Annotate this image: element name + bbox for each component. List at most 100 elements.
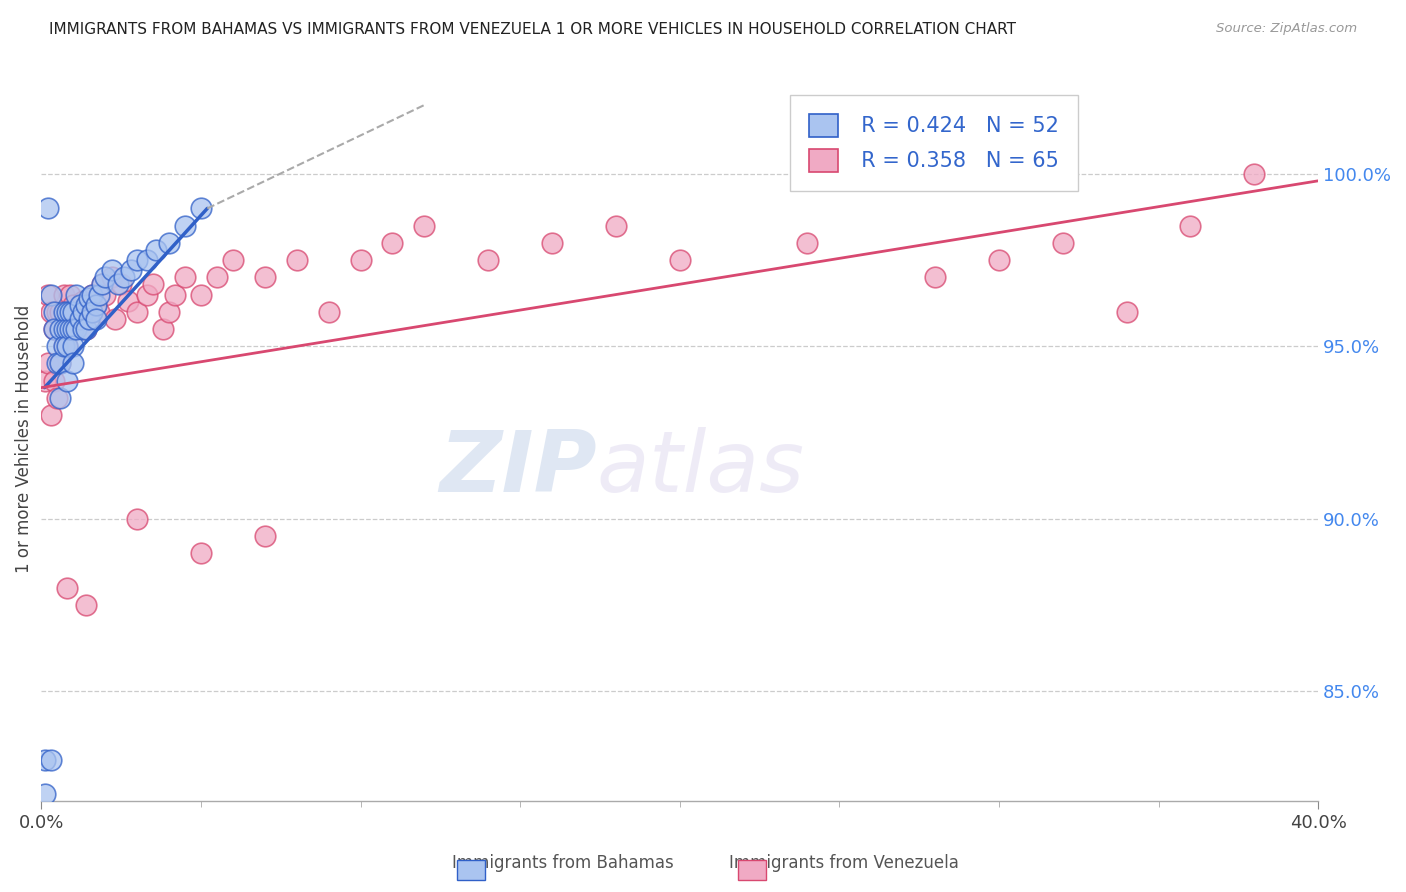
Point — [157, 235, 180, 250]
Point — [59, 322, 82, 336]
Point — [49, 322, 72, 336]
Point — [75, 322, 97, 336]
Point — [39, 305, 62, 319]
Point — [94, 287, 117, 301]
Point — [42, 322, 65, 336]
Point — [87, 287, 110, 301]
Point — [69, 311, 91, 326]
Point — [84, 298, 107, 312]
Point — [49, 357, 72, 371]
Point — [413, 219, 436, 233]
Point — [174, 270, 197, 285]
Point — [381, 235, 404, 250]
Text: atlas: atlas — [596, 426, 804, 509]
Point — [56, 581, 79, 595]
Point — [318, 305, 340, 319]
Point — [46, 305, 69, 319]
Point — [59, 305, 82, 319]
Point — [84, 298, 107, 312]
Point — [52, 305, 75, 319]
Point — [127, 305, 149, 319]
Point — [82, 305, 104, 319]
Point — [75, 322, 97, 336]
Point — [49, 305, 72, 319]
Point — [987, 253, 1010, 268]
Point — [82, 287, 104, 301]
Point — [107, 277, 129, 292]
Point — [56, 322, 79, 336]
Point — [541, 235, 564, 250]
Point — [72, 294, 94, 309]
Point — [110, 277, 132, 292]
Point — [46, 391, 69, 405]
Point — [668, 253, 690, 268]
Text: ZIP: ZIP — [439, 426, 596, 509]
Point — [42, 374, 65, 388]
Point — [39, 408, 62, 422]
Point — [117, 294, 139, 309]
Point — [174, 219, 197, 233]
Point — [84, 311, 107, 326]
Point — [49, 391, 72, 405]
Point — [56, 339, 79, 353]
Point — [56, 339, 79, 353]
Point — [91, 277, 114, 292]
Point — [91, 277, 114, 292]
Point — [190, 546, 212, 560]
Point — [127, 511, 149, 525]
Point — [56, 305, 79, 319]
Point — [924, 270, 946, 285]
Point — [127, 253, 149, 268]
Point — [34, 374, 56, 388]
Point — [142, 277, 165, 292]
Point — [135, 253, 157, 268]
Point — [205, 270, 228, 285]
Point — [62, 311, 84, 326]
Point — [52, 339, 75, 353]
Point — [112, 270, 135, 285]
Point — [100, 263, 122, 277]
Point — [104, 311, 127, 326]
Point — [56, 305, 79, 319]
Point — [42, 322, 65, 336]
Point — [49, 357, 72, 371]
Point — [796, 235, 818, 250]
Point — [77, 311, 100, 326]
Point — [39, 287, 62, 301]
Point — [152, 322, 174, 336]
Point — [52, 322, 75, 336]
Point — [65, 322, 87, 336]
Y-axis label: 1 or more Vehicles in Household: 1 or more Vehicles in Household — [15, 305, 32, 574]
Point — [77, 291, 100, 305]
Point — [69, 305, 91, 319]
Point — [52, 339, 75, 353]
Point — [190, 202, 212, 216]
Point — [1243, 167, 1265, 181]
Point — [1052, 235, 1074, 250]
Text: Immigrants from Bahamas: Immigrants from Bahamas — [451, 855, 673, 872]
Point — [62, 339, 84, 353]
Point — [157, 305, 180, 319]
Point — [165, 287, 187, 301]
Point — [190, 287, 212, 301]
Legend:   R = 0.424   N = 52,   R = 0.358   N = 65: R = 0.424 N = 52, R = 0.358 N = 65 — [790, 95, 1078, 191]
Point — [72, 305, 94, 319]
Point — [82, 287, 104, 301]
Point — [34, 753, 56, 767]
Point — [37, 287, 59, 301]
Point — [37, 357, 59, 371]
Point — [1115, 305, 1137, 319]
Point — [46, 339, 69, 353]
Text: Source: ZipAtlas.com: Source: ZipAtlas.com — [1216, 22, 1357, 36]
Point — [65, 305, 87, 319]
Point — [285, 253, 308, 268]
Point — [605, 219, 627, 233]
Point — [477, 253, 499, 268]
Point — [62, 357, 84, 371]
Point — [62, 298, 84, 312]
Point — [69, 298, 91, 312]
Point — [62, 305, 84, 319]
Point — [1180, 219, 1202, 233]
Point — [56, 374, 79, 388]
Point — [75, 598, 97, 612]
